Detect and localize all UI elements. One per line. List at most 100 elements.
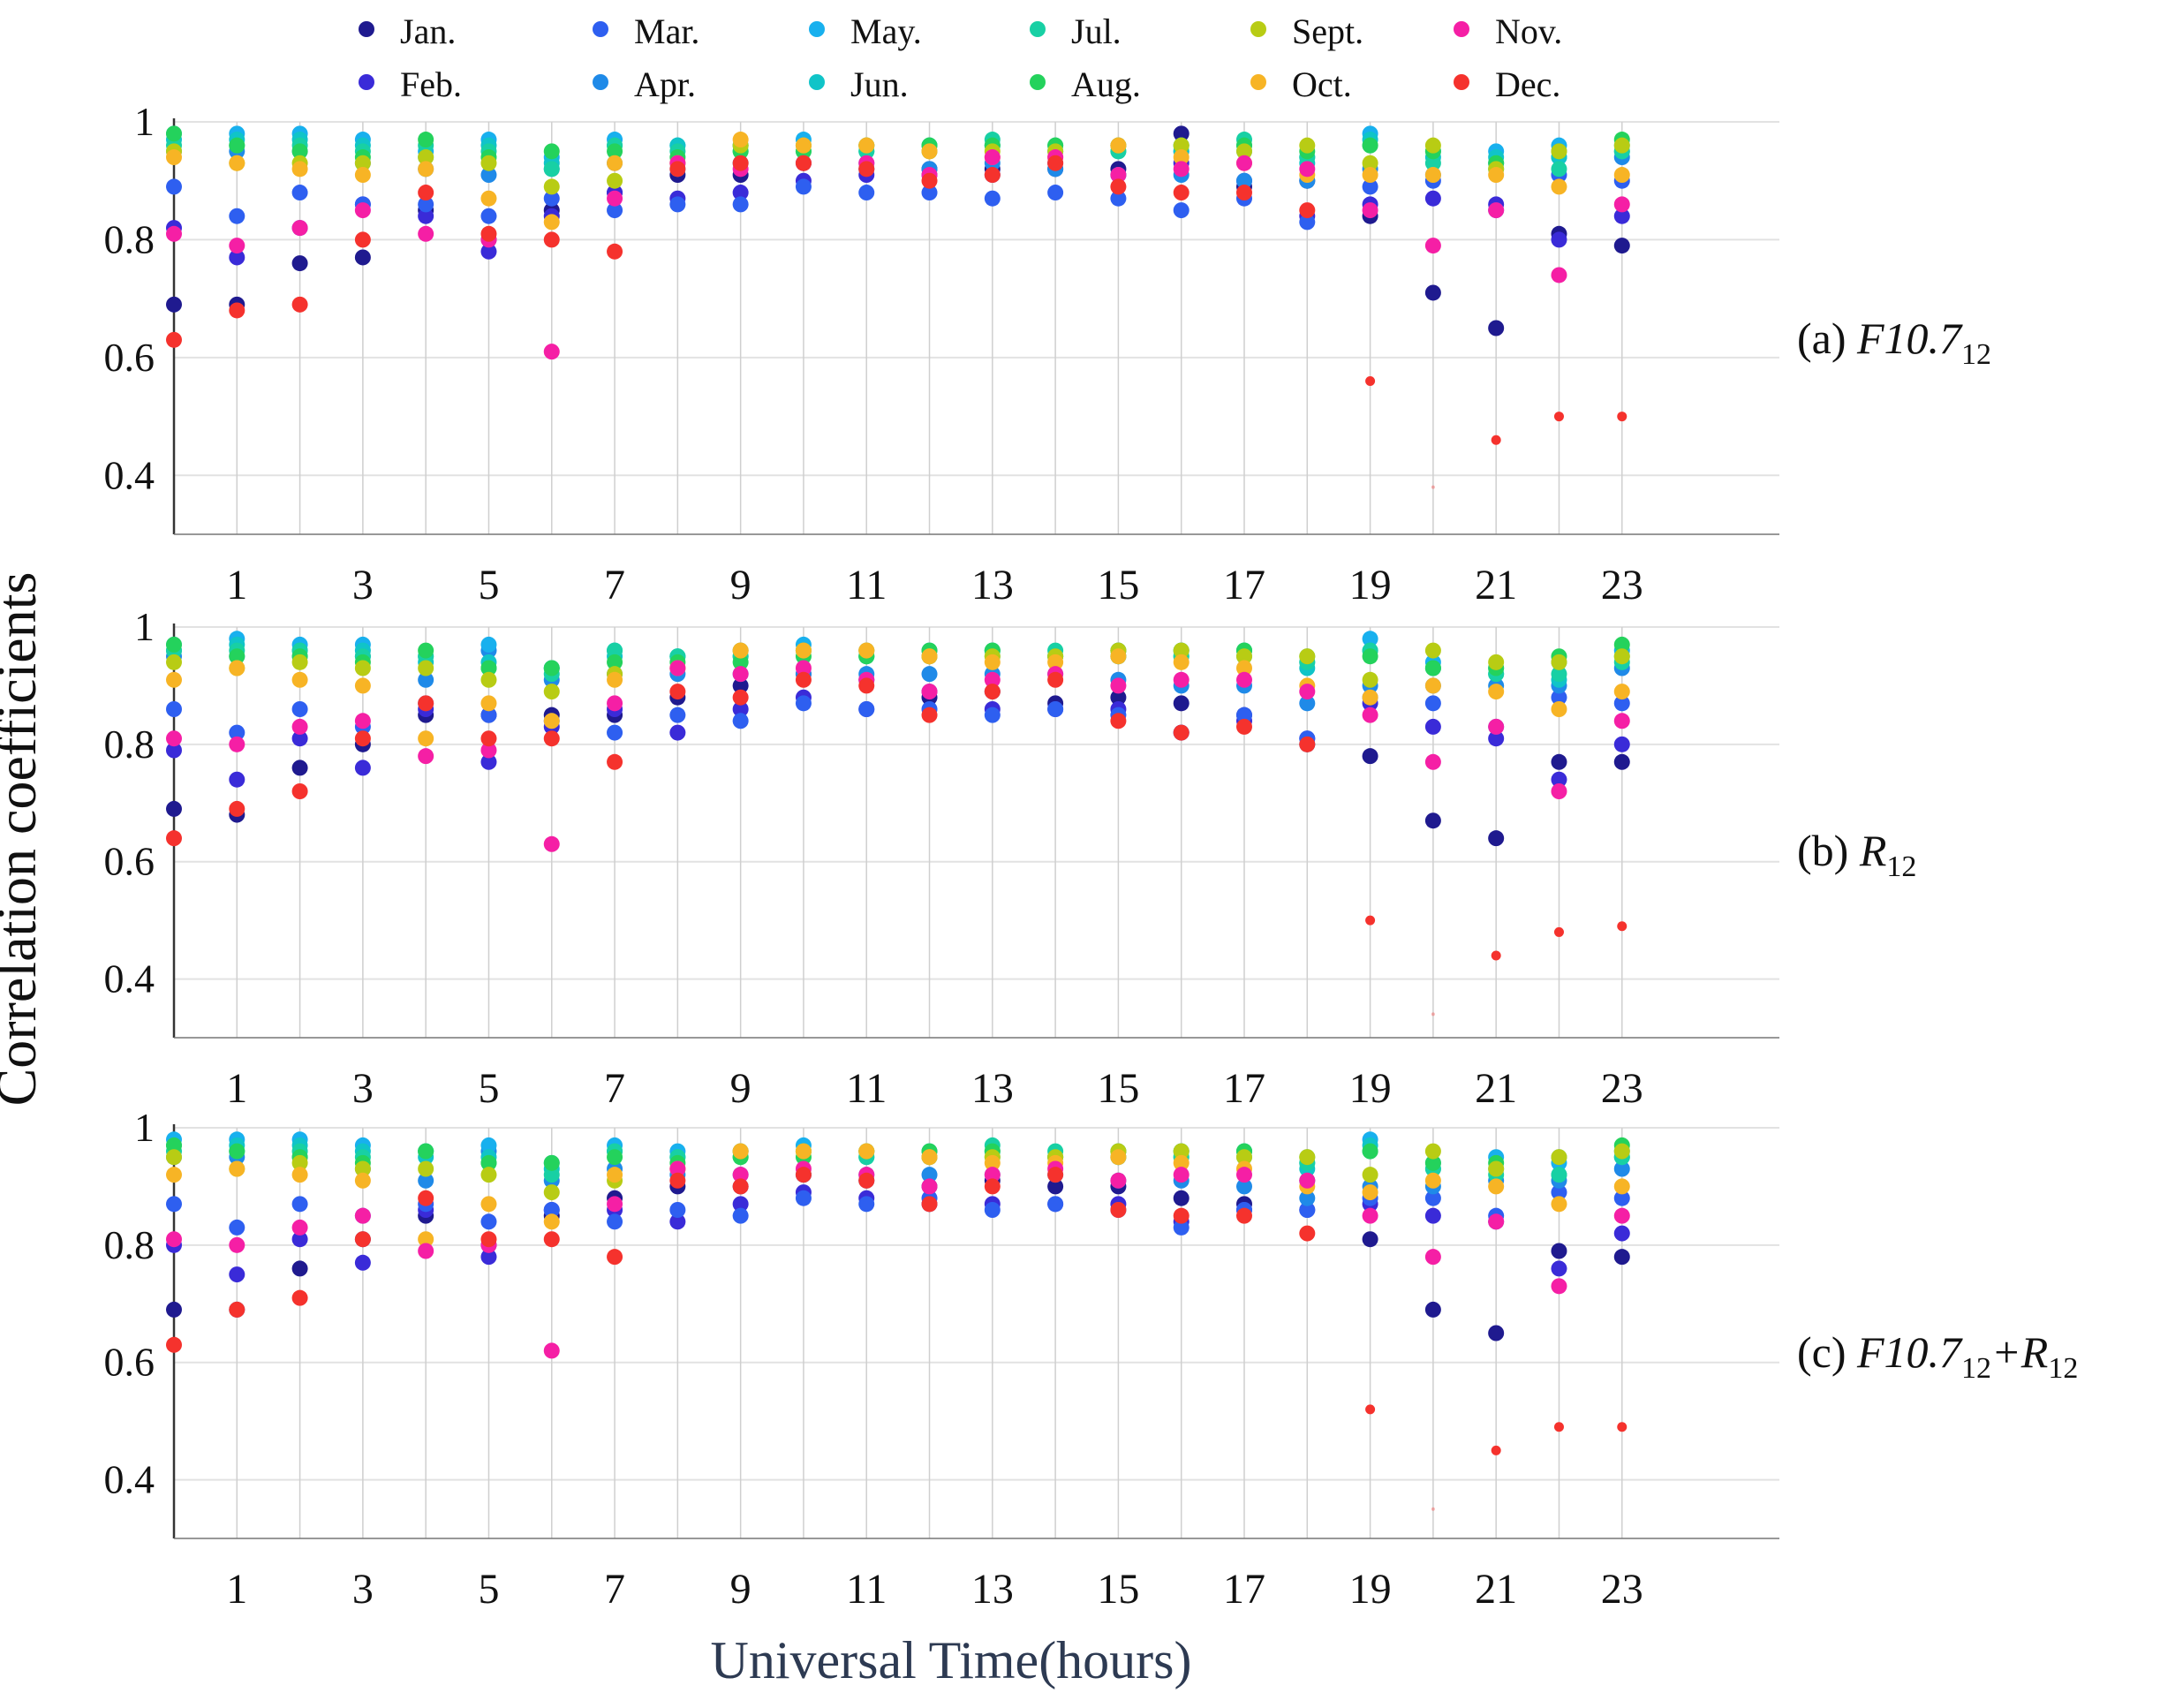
data-point [354, 677, 371, 694]
data-point [166, 178, 182, 195]
x-tick-label: 15 [1097, 1065, 1139, 1112]
data-point [1424, 190, 1441, 207]
data-point [795, 155, 812, 171]
data-point [229, 724, 245, 741]
legend-entry: Jun. [809, 64, 909, 104]
data-point [354, 202, 371, 219]
data-point [1613, 238, 1630, 254]
data-point [1613, 167, 1630, 184]
data-point [607, 1149, 623, 1166]
x-tick-label: 3 [352, 1566, 374, 1613]
data-point [543, 1202, 560, 1218]
data-point [921, 707, 938, 723]
data-point [732, 196, 749, 213]
data-point [732, 155, 749, 171]
data-point [984, 1178, 1001, 1195]
x-tick-label: 17 [1223, 1065, 1265, 1112]
data-point [354, 231, 371, 248]
panel-label-main: F10.7 [1856, 1327, 1963, 1377]
legend-label: Dec. [1495, 64, 1560, 104]
data-point [543, 713, 560, 729]
data-point [291, 220, 308, 237]
x-tick-label: 15 [1097, 562, 1139, 608]
data-point [1236, 671, 1252, 688]
data-point [1424, 137, 1441, 154]
panel-label-subscript: 12 [1961, 338, 1991, 371]
data-point [1424, 1207, 1441, 1224]
data-point [354, 155, 371, 171]
data-point [669, 684, 686, 700]
data-point [166, 1231, 182, 1248]
data-point [607, 155, 623, 171]
data-point [229, 208, 245, 224]
data-point [229, 1219, 245, 1236]
data-point [858, 185, 875, 201]
data-point [229, 302, 245, 319]
data-point [795, 1167, 812, 1183]
data-point [1613, 1207, 1630, 1224]
legend-label: Jul. [1071, 11, 1122, 51]
x-tick-label: 21 [1475, 562, 1517, 608]
data-point [984, 167, 1001, 184]
data-point [732, 666, 749, 683]
data-point [229, 1301, 245, 1318]
data-point [795, 642, 812, 659]
data-point [543, 660, 560, 676]
data-point [1424, 695, 1441, 712]
panel-label-subscript: 12 [1886, 850, 1916, 883]
data-point [418, 132, 434, 148]
panels: 0.40.60.811 3 5 7 9 11 13 15 17 19 21 23(a) F10.712… [104, 99, 2079, 1613]
data-point [1110, 677, 1127, 694]
data-point [418, 695, 434, 712]
legend-entry: Jul. [1030, 11, 1122, 51]
data-point [1110, 713, 1127, 729]
series [166, 1131, 1630, 1171]
data-point [1551, 701, 1567, 717]
data-point [166, 671, 182, 688]
x-tick-label: 7 [604, 1566, 625, 1613]
data-point [1551, 1278, 1567, 1295]
legend-marker [1250, 21, 1266, 37]
data-point [354, 760, 371, 776]
legend-label: Sept. [1292, 11, 1363, 51]
data-point [229, 249, 245, 266]
data-point [229, 1160, 245, 1177]
data-point [1236, 648, 1252, 665]
x-tick-label: 19 [1349, 562, 1392, 608]
data-point [1613, 1178, 1630, 1195]
data-point [418, 196, 434, 213]
series [166, 167, 1630, 231]
data-point [858, 642, 875, 659]
data-point [418, 1172, 434, 1189]
data-point [1551, 771, 1567, 788]
data-point [984, 190, 1001, 207]
data-point [291, 1154, 308, 1171]
data-point [732, 1207, 749, 1224]
data-point [1236, 660, 1252, 676]
series [166, 149, 1630, 360]
legend-entry: Oct. [1250, 64, 1352, 104]
data-point [1173, 202, 1190, 219]
data-point [607, 190, 623, 207]
data-point [229, 800, 245, 817]
legend-marker [809, 74, 825, 90]
data-point [1236, 1178, 1252, 1195]
legend-label: Nov. [1495, 11, 1562, 51]
data-point [1299, 1225, 1316, 1242]
data-point [543, 1231, 560, 1248]
data-point [607, 202, 623, 219]
data-point [1613, 1249, 1630, 1266]
x-tick-label: 11 [846, 1566, 887, 1613]
x-tick-label: 9 [730, 562, 751, 608]
data-point [607, 243, 623, 260]
data-point [418, 208, 434, 224]
data-point [1551, 178, 1567, 195]
data-point [1362, 689, 1378, 706]
series [166, 137, 1630, 195]
data-point [480, 243, 497, 260]
data-point [921, 1196, 938, 1213]
data-point [669, 1202, 686, 1218]
data-point [732, 185, 749, 201]
data-point [1431, 1012, 1435, 1016]
data-point [732, 689, 749, 706]
